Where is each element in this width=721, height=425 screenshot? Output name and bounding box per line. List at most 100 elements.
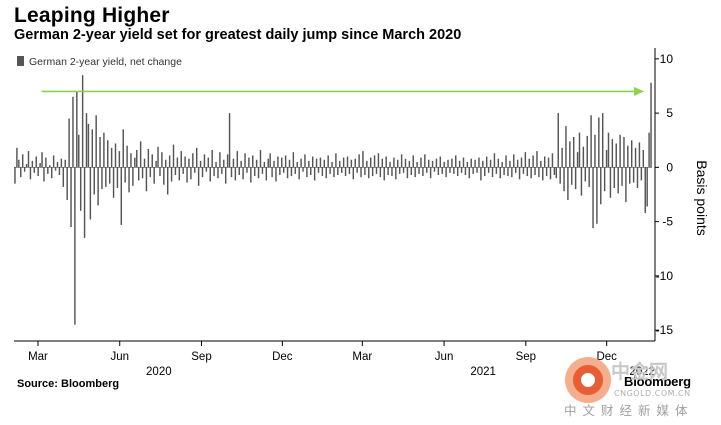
y-axis-label: Basis points	[694, 160, 710, 235]
bar	[300, 158, 302, 168]
bar	[282, 167, 285, 173]
bar	[644, 167, 646, 213]
bar	[337, 167, 339, 175]
bar	[176, 157, 179, 168]
bar	[603, 167, 606, 192]
bar	[650, 82, 652, 168]
bar	[514, 167, 517, 173]
bar	[567, 167, 569, 200]
bar	[491, 167, 494, 178]
bar	[27, 151, 30, 168]
bar	[310, 167, 312, 175]
bar	[638, 142, 641, 168]
bar	[25, 164, 28, 168]
bar	[68, 118, 70, 168]
bar	[468, 167, 471, 179]
bar	[410, 167, 413, 175]
bar	[513, 154, 515, 168]
bar	[456, 167, 459, 177]
bar	[199, 160, 202, 168]
bar	[141, 167, 144, 179]
bar	[460, 167, 463, 173]
bar	[435, 158, 438, 168]
bar	[543, 156, 546, 168]
bar	[120, 167, 123, 225]
bar	[526, 167, 529, 177]
bar	[484, 167, 486, 177]
bar	[159, 167, 161, 177]
bar	[41, 152, 43, 168]
bar	[511, 167, 513, 178]
bar	[348, 167, 351, 174]
bar	[404, 158, 407, 168]
bar	[505, 155, 507, 168]
bar	[107, 140, 109, 168]
bar	[166, 167, 169, 195]
bar	[627, 145, 629, 168]
bar	[397, 159, 399, 168]
bar	[45, 157, 47, 168]
bar	[281, 157, 283, 168]
bar	[184, 156, 186, 168]
bar	[555, 167, 558, 179]
bar	[406, 167, 409, 179]
bar	[571, 167, 573, 185]
bar	[584, 167, 587, 182]
bar	[586, 135, 588, 168]
bar	[576, 152, 579, 168]
bar	[538, 167, 540, 178]
bar	[64, 159, 66, 168]
bar	[619, 134, 621, 168]
bar	[358, 154, 360, 168]
bar	[451, 158, 453, 168]
bar	[598, 117, 600, 168]
bar	[16, 147, 18, 168]
bar	[252, 155, 254, 168]
bar	[366, 160, 368, 168]
bar	[327, 155, 329, 168]
bar	[35, 156, 37, 168]
bar	[325, 167, 327, 179]
bar	[116, 167, 119, 188]
bar	[149, 167, 152, 178]
bar	[103, 132, 105, 168]
bar	[308, 160, 310, 168]
bar	[182, 167, 184, 174]
bar	[634, 147, 637, 168]
bar	[375, 167, 378, 174]
bar	[76, 91, 78, 168]
bar	[50, 167, 53, 179]
bar	[340, 167, 343, 173]
bar	[623, 136, 625, 168]
bar	[648, 132, 650, 168]
bar	[426, 167, 428, 173]
bar	[364, 167, 366, 175]
bar	[565, 126, 567, 168]
bar	[313, 167, 316, 181]
bar	[497, 158, 500, 168]
bar	[85, 113, 88, 168]
bar	[170, 167, 173, 182]
bar	[414, 167, 416, 178]
bar	[143, 158, 146, 168]
x-tick-label: Mar	[352, 351, 372, 363]
bar	[78, 134, 80, 168]
bar	[207, 157, 210, 168]
bar	[147, 148, 150, 168]
bar	[151, 154, 153, 168]
bar	[72, 96, 74, 168]
bar	[74, 167, 76, 325]
bar	[52, 155, 55, 168]
bar	[315, 158, 318, 168]
bar	[201, 167, 204, 178]
bar	[516, 159, 519, 168]
bar	[230, 167, 233, 178]
bar	[217, 167, 219, 179]
bar	[335, 153, 337, 168]
bar	[168, 155, 171, 168]
bar	[557, 113, 559, 168]
bar	[381, 158, 384, 168]
bar	[118, 151, 121, 168]
bar	[342, 157, 345, 168]
bar	[393, 157, 395, 168]
